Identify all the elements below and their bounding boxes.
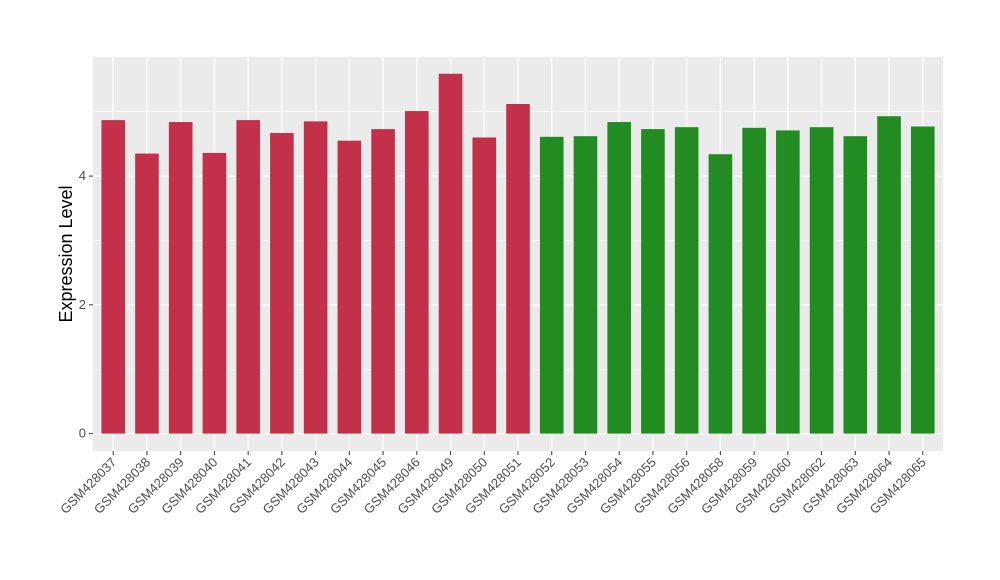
bar-GSM428051 [506, 103, 530, 434]
bar-GSM428040 [202, 152, 227, 434]
bar-GSM428041 [236, 120, 260, 434]
bar-GSM428049 [438, 73, 463, 434]
bars [101, 73, 935, 434]
bar-GSM428043 [303, 121, 328, 434]
y-tick-label: 2 [79, 297, 86, 312]
bar-GSM428054 [607, 122, 631, 434]
bar-GSM428046 [405, 111, 429, 434]
bar-GSM428053 [573, 136, 598, 434]
x-axis: GSM428037GSM428038GSM428039GSM428040GSM4… [57, 451, 929, 517]
bar-GSM428050 [472, 137, 497, 434]
bar-GSM428060 [776, 130, 800, 434]
y-axis-title: Expression Level [56, 185, 76, 322]
bar-GSM428039 [168, 122, 193, 434]
bar-GSM428042 [270, 132, 294, 434]
bar-GSM428064 [877, 116, 901, 434]
bar-GSM428045 [371, 129, 395, 434]
bar-GSM428059 [742, 127, 766, 434]
y-axis: 0 2 4 [79, 168, 93, 441]
y-tick-label: 0 [79, 426, 86, 441]
bar-GSM428044 [337, 140, 362, 434]
bar-GSM428038 [135, 153, 159, 434]
bar-GSM428037 [101, 120, 126, 434]
y-tick-label: 4 [79, 168, 86, 183]
bar-GSM428063 [843, 136, 868, 434]
bar-GSM428065 [910, 126, 935, 434]
bar-GSM428058 [708, 154, 733, 434]
bar-GSM428056 [674, 127, 699, 434]
bar-GSM428062 [809, 127, 834, 434]
bar-GSM428052 [539, 136, 564, 434]
bar-GSM428055 [641, 129, 665, 434]
